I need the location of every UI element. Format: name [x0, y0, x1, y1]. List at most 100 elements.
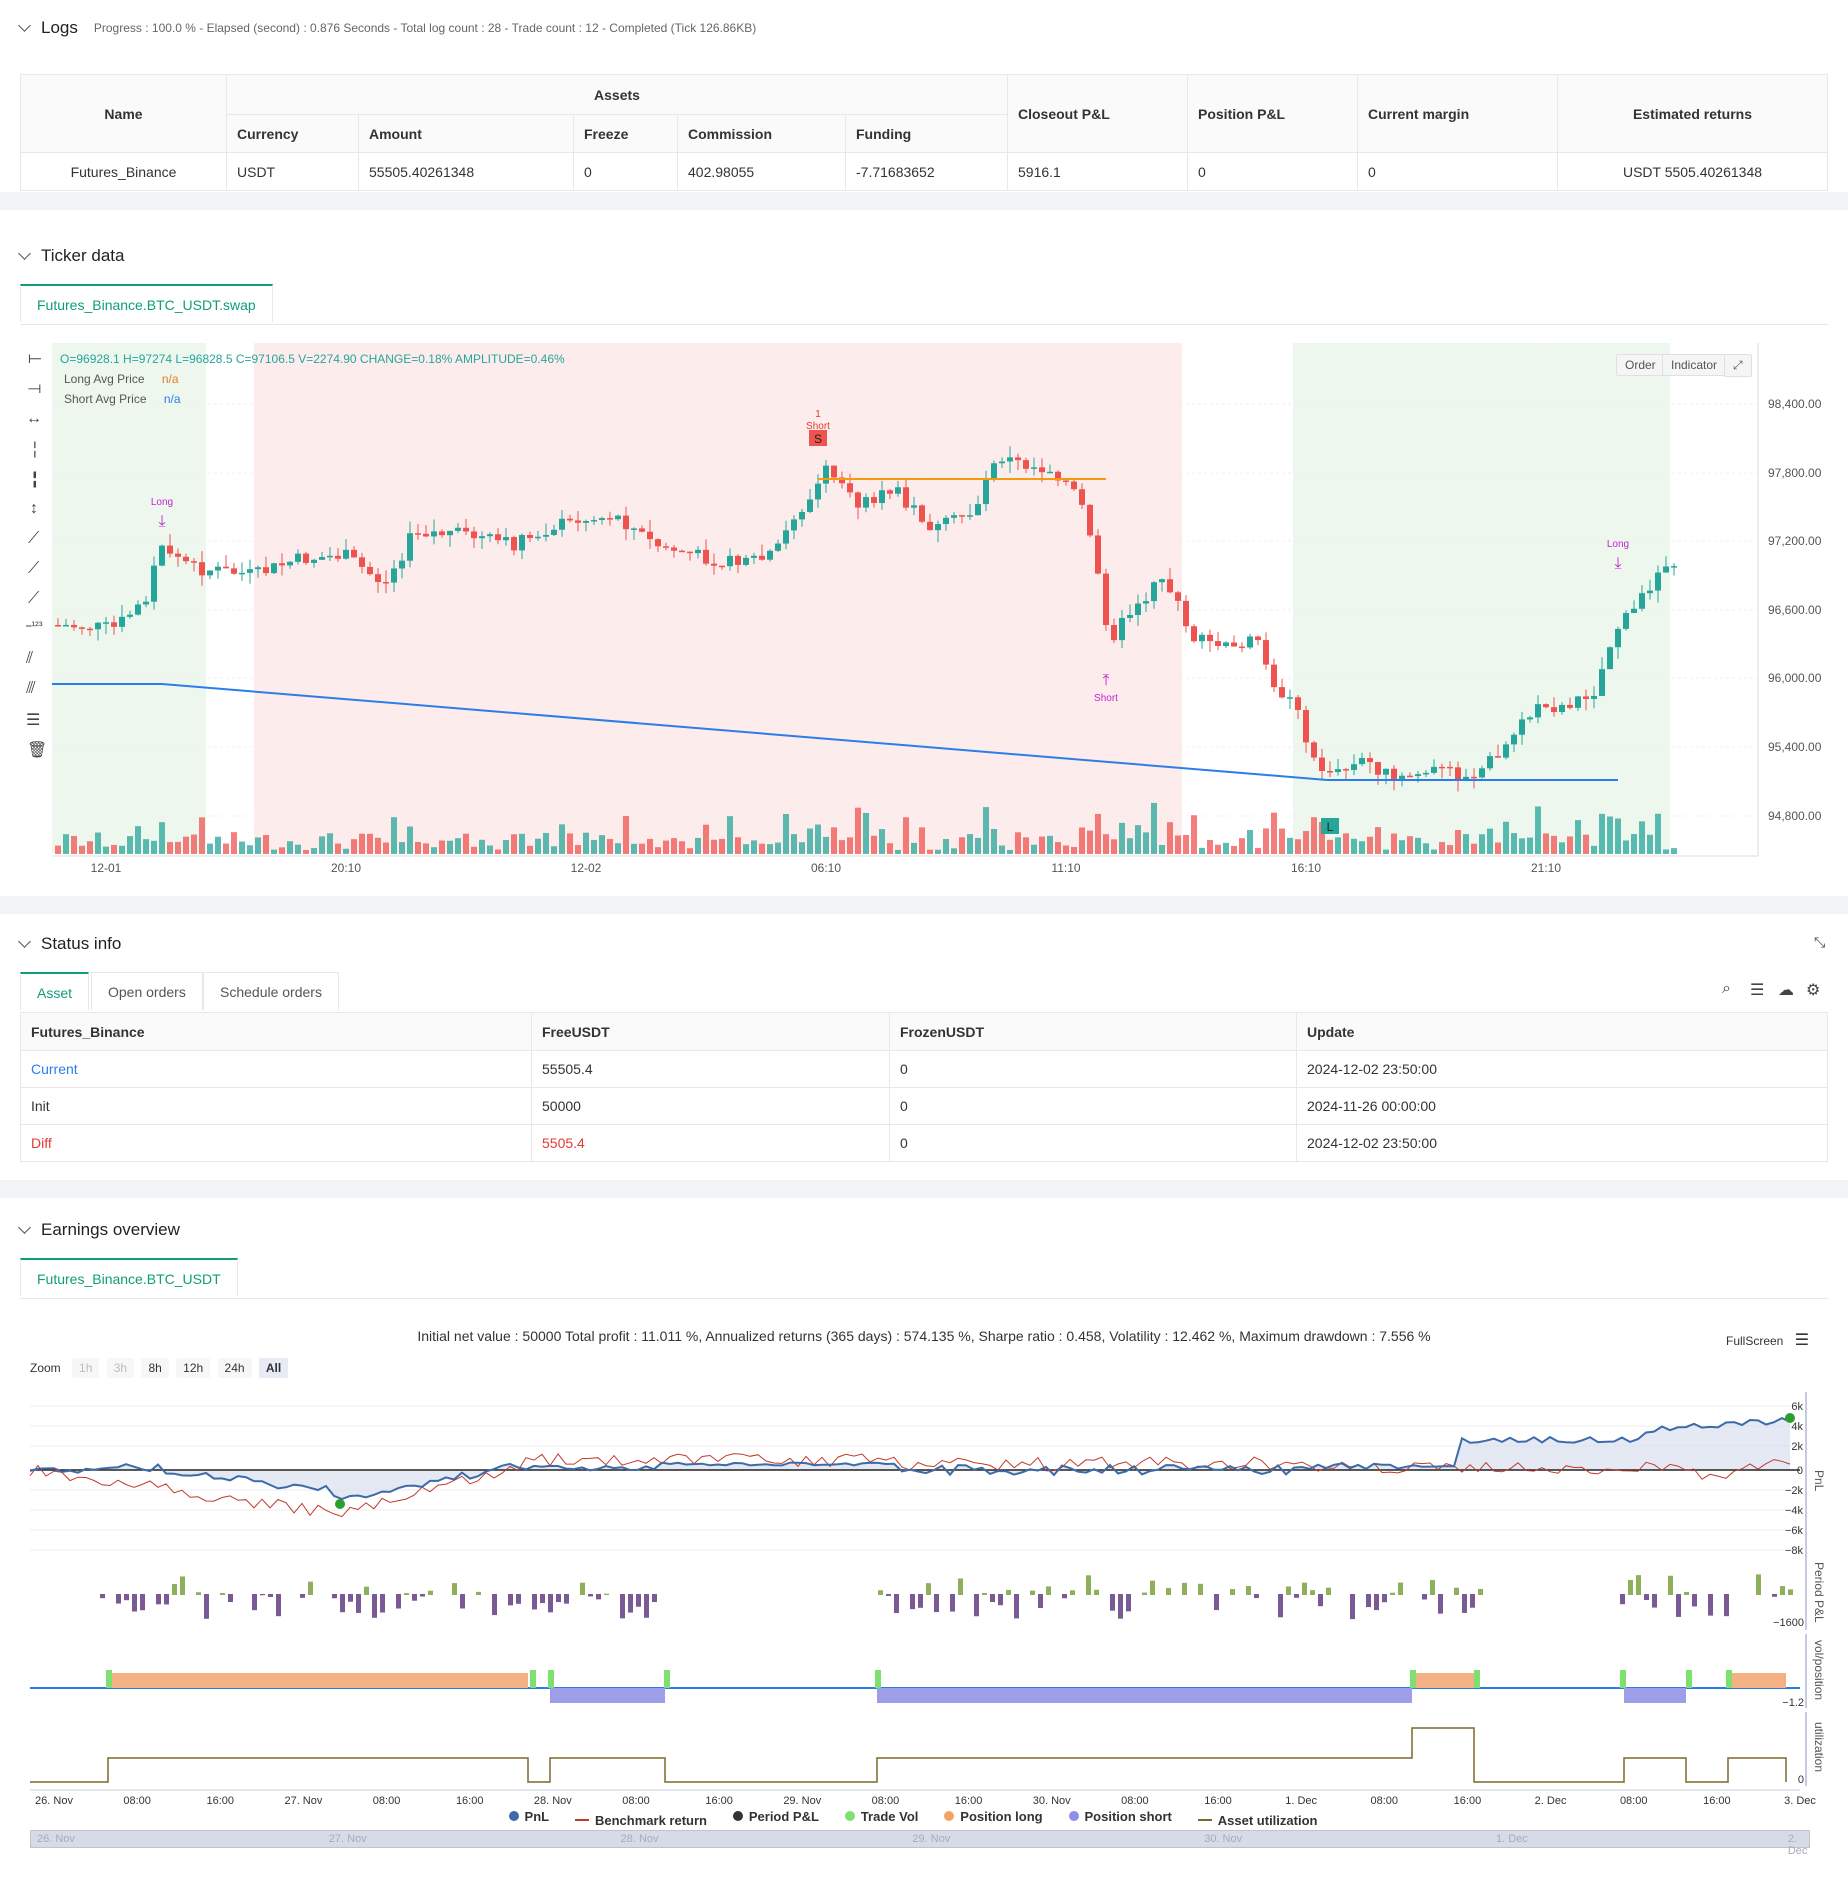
- price-line-icon[interactable]: ⎯¹²³: [26, 620, 43, 632]
- volume-bar: [1343, 833, 1349, 854]
- candle-body: [887, 490, 893, 494]
- candle-body: [607, 518, 613, 520]
- tab-asset[interactable]: Asset: [20, 972, 90, 1010]
- collapse-icon[interactable]: ⤡: [1814, 934, 1826, 950]
- horizontal-segment-icon[interactable]: ↔: [26, 410, 42, 427]
- legend-tradevol[interactable]: Trade Vol: [844, 1809, 918, 1824]
- range-navigator[interactable]: 26. Nov 27. Nov 28. Nov 29. Nov 30. Nov 1. De…: [30, 1830, 1810, 1857]
- fullscreen-button[interactable]: FullScreen ☰: [1726, 1330, 1809, 1350]
- indicator-button[interactable]: Indicator: [1662, 354, 1727, 376]
- trash-icon[interactable]: 🗑: [27, 742, 48, 759]
- tab-btc-swap[interactable]: Futures_Binance.BTC_USDT.swap: [20, 284, 273, 322]
- period-bar: [1318, 1594, 1323, 1607]
- row-label-current[interactable]: Current: [20, 1050, 532, 1088]
- horizontal-ray-icon[interactable]: ⟞: [28, 380, 42, 397]
- candle-body: [1543, 704, 1549, 708]
- legend-pnl[interactable]: PnL: [508, 1809, 549, 1824]
- volume-bar: [951, 848, 957, 854]
- candle-body: [343, 549, 349, 559]
- volume-bar: [1607, 816, 1613, 854]
- period-bar: [1724, 1594, 1729, 1617]
- x-tick: 16:00: [955, 1795, 983, 1807]
- tab-btc-usdt[interactable]: Futures_Binance.BTC_USDT: [20, 1258, 238, 1296]
- candle-body: [287, 561, 293, 566]
- order-button[interactable]: Order: [1616, 354, 1665, 376]
- period-bar: [1142, 1592, 1147, 1595]
- candle-body: [207, 570, 213, 576]
- candle-body: [1207, 634, 1213, 642]
- candle-body: [1191, 626, 1197, 642]
- volume-bar: [343, 848, 349, 854]
- candle-body: [335, 555, 341, 559]
- legend-period[interactable]: Period P&L: [732, 1809, 819, 1824]
- period-bar: [140, 1594, 145, 1611]
- trend-line-icon[interactable]: ⟋: [28, 530, 40, 547]
- gear-icon[interactable]: ⚙: [1806, 982, 1821, 999]
- ticker-header[interactable]: Ticker data: [18, 246, 124, 266]
- period-bar: [348, 1594, 353, 1602]
- parallel-channel-icon[interactable]: ⫽: [26, 650, 34, 667]
- period-bar: [1126, 1594, 1131, 1612]
- zoom-24h[interactable]: 24h: [217, 1358, 252, 1378]
- tab-open-orders[interactable]: Open orders: [91, 972, 203, 1010]
- vertical-line-icon[interactable]: ╎: [30, 442, 40, 459]
- candle-body: [975, 504, 981, 516]
- candle-body: [503, 537, 509, 541]
- volume-bar: [1415, 837, 1421, 854]
- vertical-ray-icon[interactable]: ╏: [30, 472, 40, 489]
- logs-header[interactable]: Logs Progress : 100.0 % - Elapsed (secon…: [18, 18, 756, 38]
- volume-bar: [1519, 838, 1525, 854]
- volume-bar: [551, 846, 557, 854]
- zoom-all[interactable]: All: [258, 1358, 289, 1378]
- period-bar: [308, 1581, 313, 1595]
- ray-line-icon[interactable]: ⟋: [28, 560, 40, 577]
- period-bar: [556, 1594, 561, 1603]
- price-channel-icon[interactable]: ☰: [26, 712, 41, 729]
- tab-schedule-orders[interactable]: Schedule orders: [203, 972, 339, 1010]
- candle-body: [807, 499, 813, 512]
- volume-bar: [455, 838, 461, 854]
- cloud-download-icon[interactable]: ☁: [1778, 982, 1794, 999]
- candle-body: [647, 531, 653, 540]
- candle-body: [751, 555, 757, 558]
- period-bar: [1062, 1594, 1067, 1599]
- candle-body: [1463, 776, 1469, 780]
- volume-bar: [1439, 842, 1445, 854]
- zoom-12h[interactable]: 12h: [176, 1358, 211, 1378]
- candle-body: [55, 625, 61, 627]
- legend-poslong[interactable]: Position long: [944, 1809, 1043, 1824]
- cell-currency: USDT: [226, 152, 359, 191]
- candle-body: [375, 574, 381, 583]
- period-bar: [1692, 1594, 1697, 1607]
- candle-body: [1063, 480, 1069, 482]
- volume-bar: [583, 832, 589, 854]
- legend-util[interactable]: Asset utilization: [1197, 1813, 1317, 1828]
- kline-chart[interactable]: 98,400.00 97,800.00 97,200.00 96,600.00 96,0…: [0, 336, 1848, 896]
- fibonacci-icon[interactable]: ⫻: [26, 680, 36, 697]
- volume-bar: [1511, 833, 1517, 854]
- vertical-segment-icon[interactable]: ↕: [30, 500, 38, 517]
- zoom-1h[interactable]: 1h: [72, 1358, 100, 1378]
- earnings-chart[interactable]: 6k 4k 2k 0 −2k −4k −6k −8k PnL Period P&L vol/posi…: [0, 1388, 1848, 1848]
- list-icon[interactable]: ☰: [1750, 982, 1765, 999]
- candle-body: [1607, 647, 1613, 670]
- earnings-header[interactable]: Earnings overview: [18, 1220, 180, 1240]
- volume-bar: [815, 824, 821, 854]
- horizontal-line-icon[interactable]: ⟝: [28, 350, 42, 367]
- vol-tick: −1.2: [1782, 1697, 1804, 1709]
- volume-bar: [1623, 840, 1629, 854]
- legend-benchmark[interactable]: Benchmark return: [574, 1813, 707, 1828]
- candle-body: [1215, 641, 1221, 646]
- legend-posshort[interactable]: Position short: [1068, 1809, 1172, 1824]
- period-bar: [356, 1594, 361, 1613]
- zoom-8h[interactable]: 8h: [141, 1358, 169, 1378]
- candle-body: [671, 547, 677, 551]
- expand-icon[interactable]: ⤢: [1724, 354, 1752, 377]
- price-tick: 98,400.00: [1768, 397, 1822, 411]
- position-long: [1728, 1673, 1786, 1688]
- zoom-3h[interactable]: 3h: [106, 1358, 135, 1378]
- segment-icon[interactable]: ⟋: [28, 590, 40, 607]
- status-header[interactable]: Status info: [18, 934, 121, 954]
- search-icon[interactable]: ⌕: [1722, 980, 1731, 997]
- candle-body: [191, 561, 197, 563]
